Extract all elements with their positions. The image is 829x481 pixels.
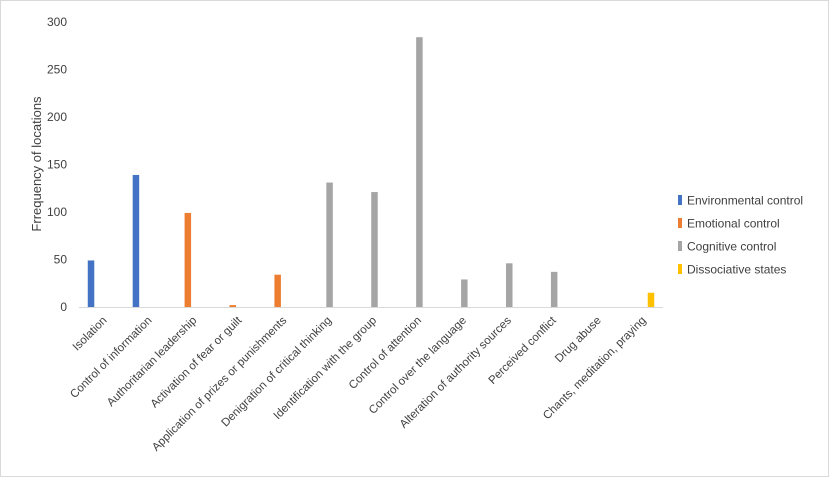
- bar: [371, 192, 378, 307]
- legend: Environmental control Emotional control Co…: [678, 194, 803, 277]
- bar: [461, 279, 468, 307]
- legend-entry: Dissociative states: [687, 263, 786, 277]
- bar: [274, 274, 281, 307]
- legend-swatch: [678, 241, 682, 251]
- legend-entry: Environmental control: [687, 194, 803, 208]
- y-tick-label: 50: [54, 253, 68, 267]
- y-tick-label: 200: [47, 110, 67, 124]
- legend-swatch: [678, 218, 682, 228]
- bar: [647, 292, 655, 307]
- legend-entry: Cognitive control: [687, 240, 776, 254]
- legend-swatch: [678, 264, 682, 274]
- y-axis-label: Frrequency of locations: [29, 96, 44, 232]
- x-category-label: Control of information: [68, 315, 154, 401]
- y-tick-label: 250: [47, 63, 67, 77]
- bar: [506, 263, 513, 307]
- y-tick-label: 100: [47, 205, 67, 219]
- x-category-label: Authoritarian leadership: [105, 315, 199, 409]
- x-category-label: Isolation: [71, 315, 110, 354]
- y-tick-label: 0: [60, 300, 67, 314]
- bar: [87, 260, 95, 307]
- bar: [229, 305, 236, 307]
- bar: [550, 271, 558, 307]
- legend-swatch: [678, 195, 682, 205]
- bars: [87, 37, 655, 307]
- y-tick-label: 150: [47, 158, 67, 172]
- x-category-label: Activation of fear or guilt: [149, 314, 245, 410]
- y-tick-label: 300: [47, 15, 67, 29]
- bar: [132, 174, 140, 307]
- y-axis: 0 50 100 150 200 250 300: [47, 15, 67, 314]
- bar: [416, 37, 423, 307]
- legend-entry: Emotional control: [687, 217, 780, 231]
- bar: [326, 182, 333, 307]
- bar: [184, 212, 192, 307]
